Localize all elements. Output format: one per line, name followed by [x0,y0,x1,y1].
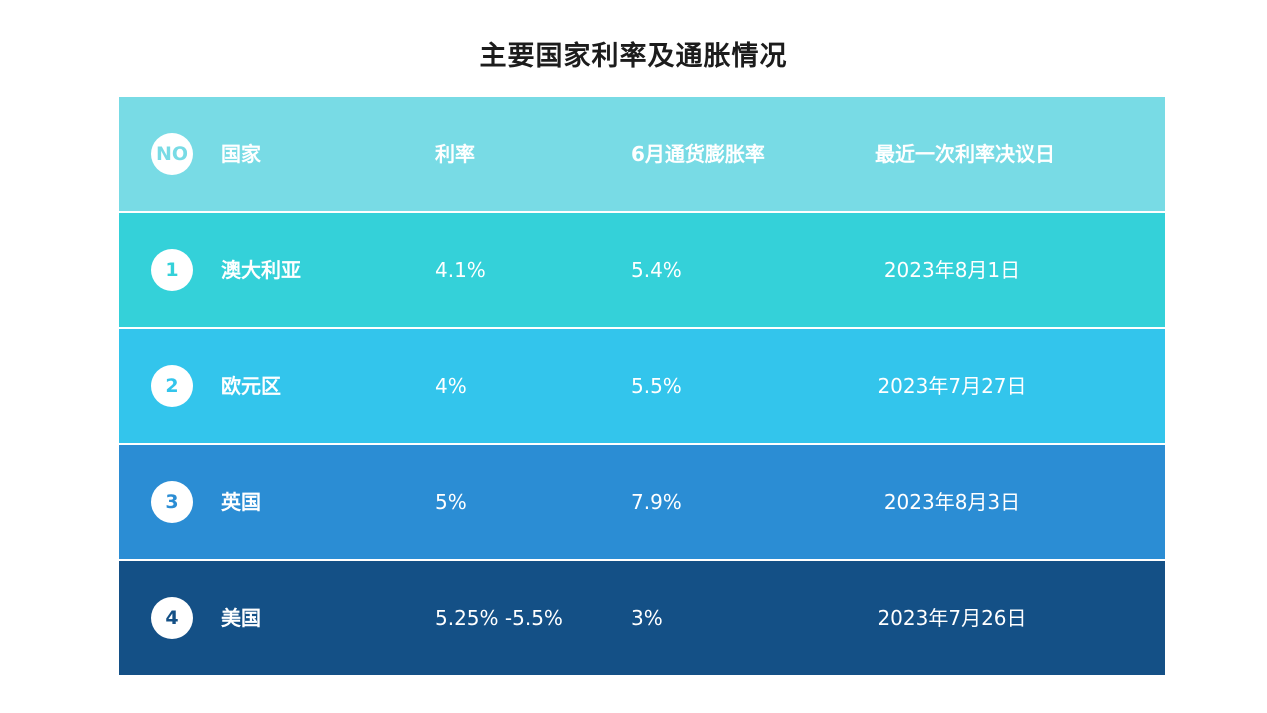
country-cell: 欧元区 [221,374,281,398]
rate-cell: 4.1% [435,258,486,282]
date-cell: 2023年8月1日 [883,258,1021,282]
rates-table: NO 国家 利率 6月通货膨胀率 最近一次利率决议日 1 澳大利亚 4.1% 5… [119,97,1165,675]
inflation-cell: 3% [631,606,663,630]
row-number-badge: 4 [151,597,193,639]
rate-cell: 5% [435,490,467,514]
date-cell: 2023年7月26日 [877,606,1027,630]
row-number-badge: 2 [151,365,193,407]
rate-cell: 5.25% -5.5% [435,606,563,630]
inflation-cell: 5.5% [631,374,682,398]
table-row: 1 澳大利亚 4.1% 5.4% 2023年8月1日 [119,213,1165,327]
table-header-row: NO 国家 利率 6月通货膨胀率 最近一次利率决议日 [119,97,1165,211]
header-date: 最近一次利率决议日 [875,142,1055,166]
header-country: 国家 [221,142,261,166]
rate-cell: 4% [435,374,467,398]
country-cell: 美国 [221,606,261,630]
row-number-badge: 1 [151,249,193,291]
country-cell: 英国 [221,490,261,514]
page-title: 主要国家利率及通胀情况 [479,41,788,72]
date-cell: 2023年8月3日 [883,490,1021,514]
table-row: 2 欧元区 4% 5.5% 2023年7月27日 [119,329,1165,443]
row-number-badge: 3 [151,481,193,523]
date-cell: 2023年7月27日 [877,374,1027,398]
inflation-cell: 5.4% [631,258,682,282]
table-row: 4 美国 5.25% -5.5% 3% 2023年7月26日 [119,561,1165,675]
no-badge: NO [151,133,193,175]
table-row: 3 英国 5% 7.9% 2023年8月3日 [119,445,1165,559]
header-inflation: 6月通货膨胀率 [631,142,765,166]
inflation-cell: 7.9% [631,490,682,514]
country-cell: 澳大利亚 [221,258,301,282]
header-rate: 利率 [435,142,475,166]
